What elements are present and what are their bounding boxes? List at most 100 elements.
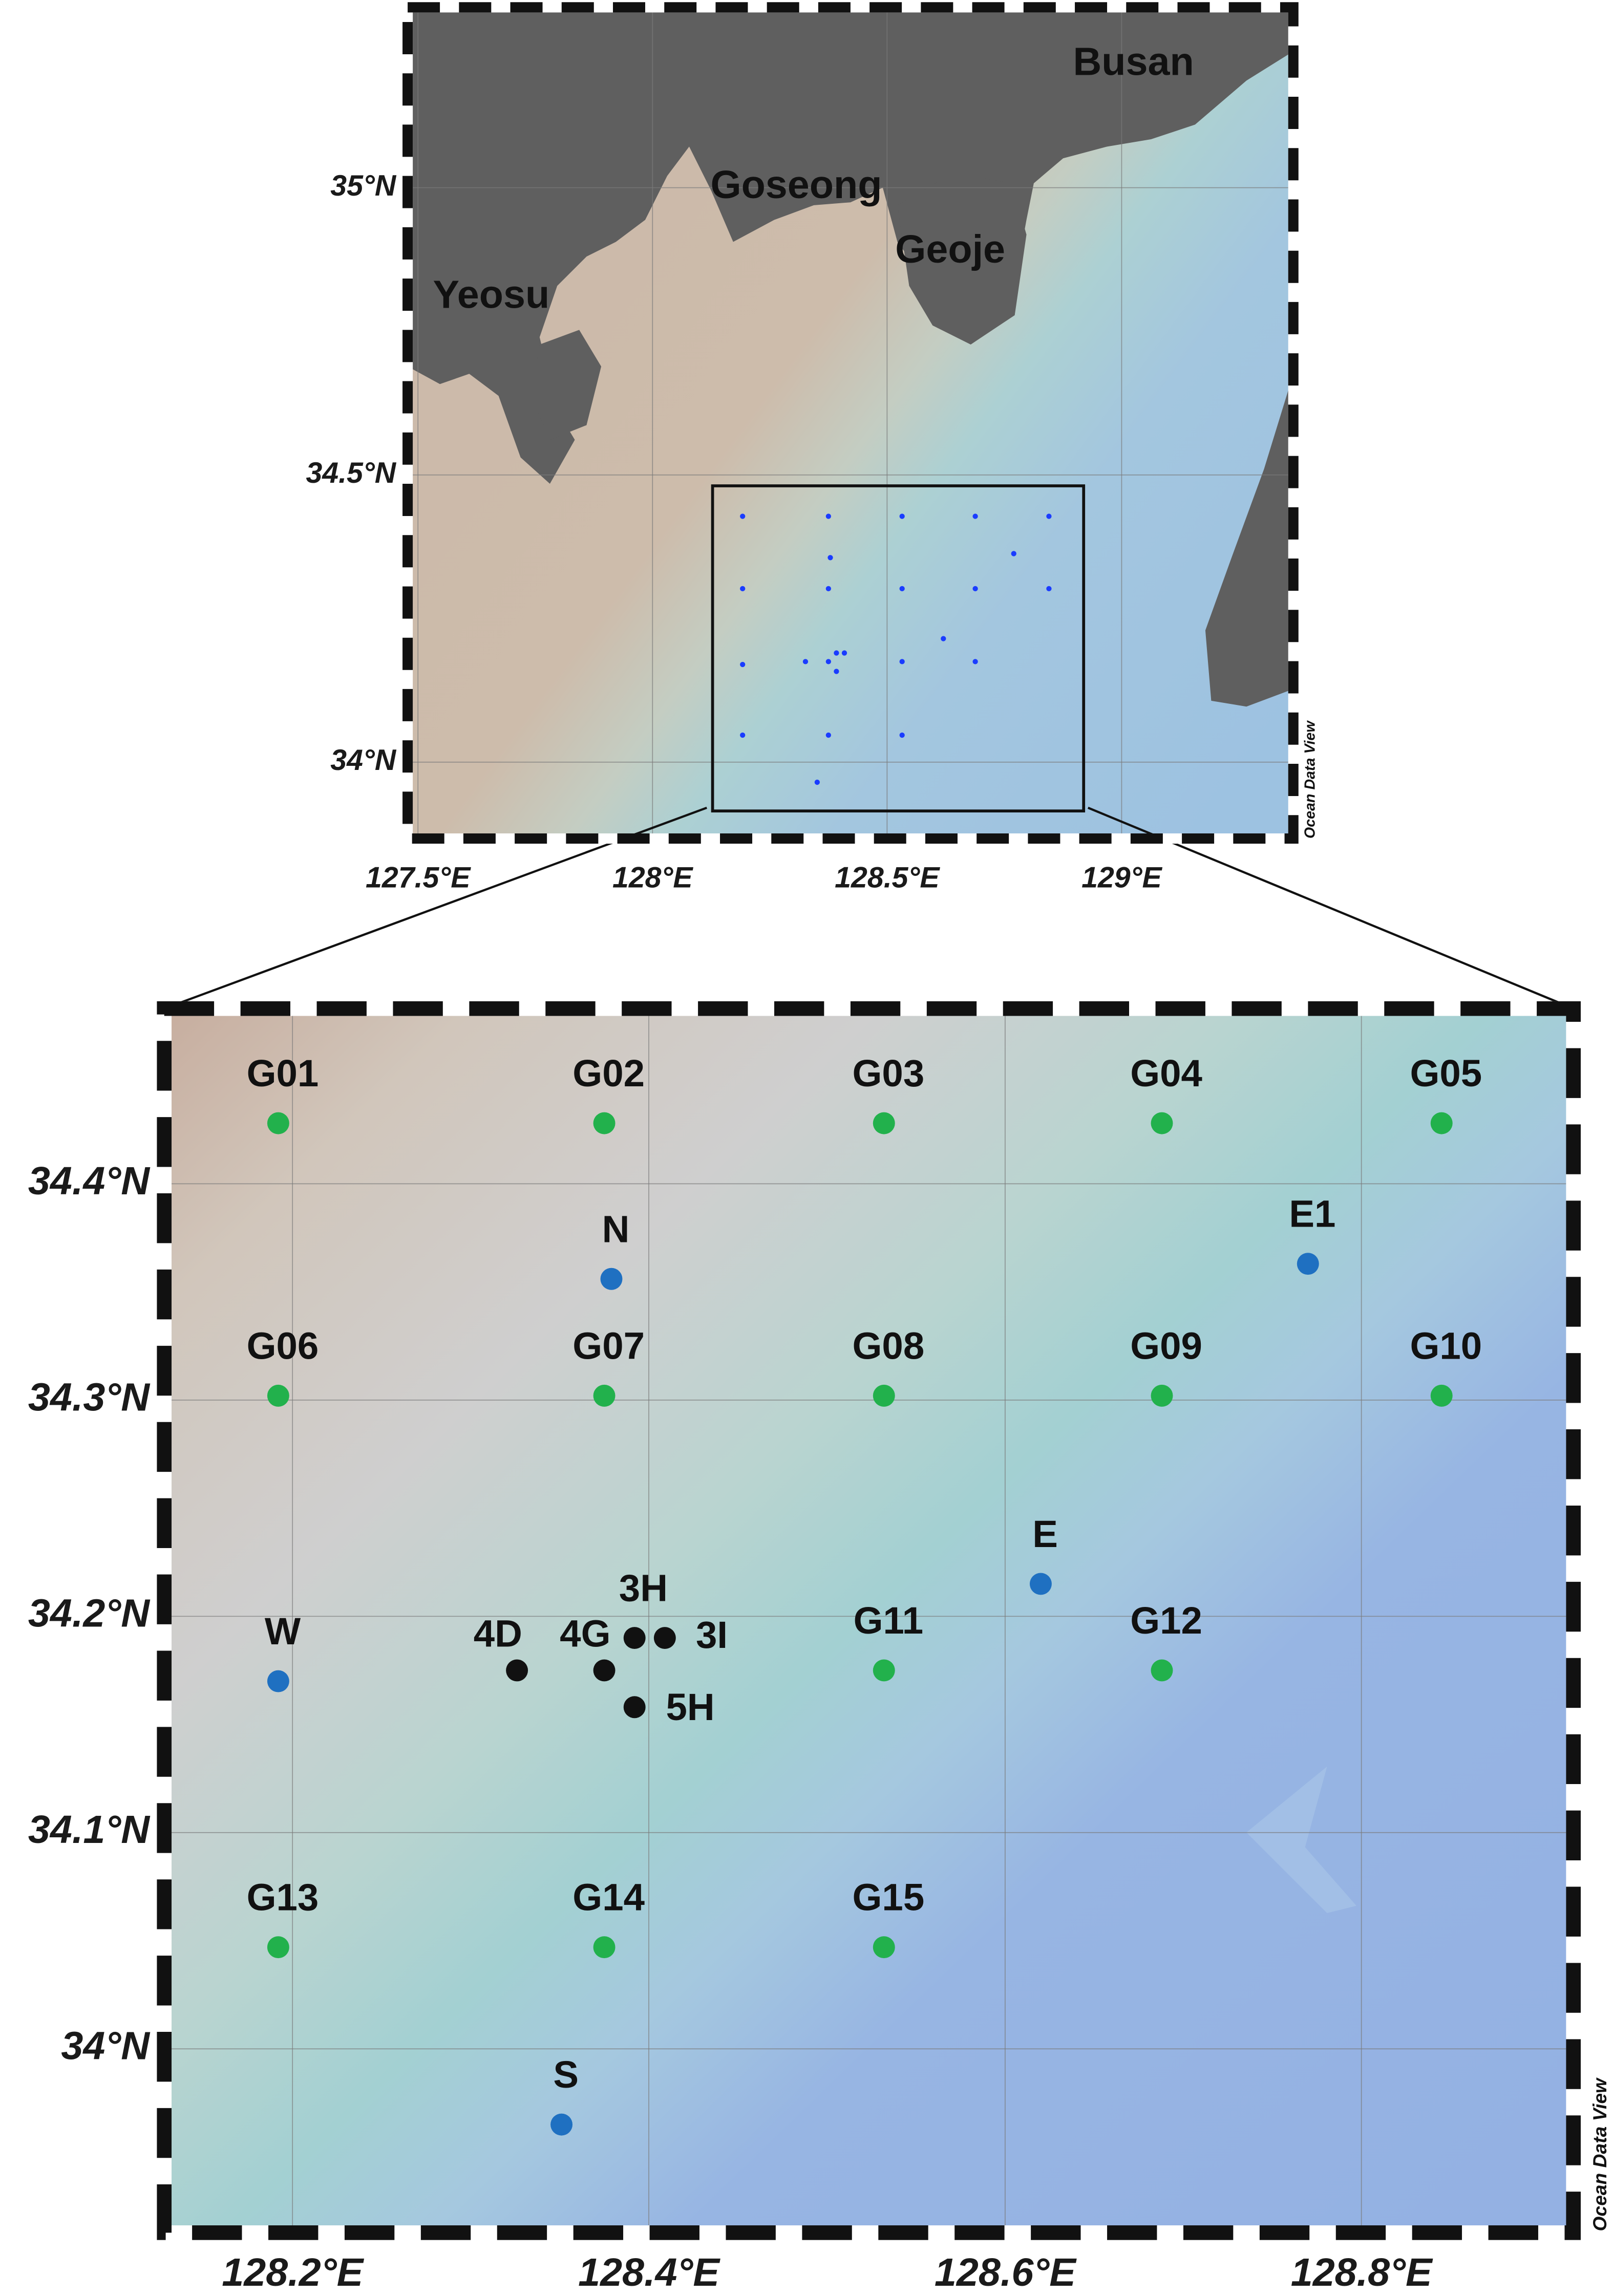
station-dot (825, 732, 832, 738)
place-name: Busan (1073, 39, 1194, 83)
station-label: G12 (1130, 1599, 1202, 1642)
overview-map: Ocean Data View Busan Goseong Geoje Yeosu (163, 2, 1574, 1010)
station-marker (873, 1112, 895, 1134)
station-marker (267, 1384, 289, 1407)
station-dot (841, 650, 847, 656)
station-dot (740, 732, 746, 738)
station-dot (899, 732, 905, 738)
x-tick-label: 128.6°E (935, 2250, 1077, 2293)
place-name: Geoje (895, 227, 1005, 271)
station-label: E1 (1289, 1193, 1335, 1235)
x-tick-label: 128.8°E (1291, 2250, 1433, 2293)
station-dot (740, 586, 746, 592)
station-marker (600, 1268, 623, 1290)
place-name: Yeosu (433, 273, 549, 317)
station-dot (825, 513, 832, 519)
station-label: G13 (247, 1876, 319, 1919)
mainland (408, 7, 1293, 484)
station-marker (550, 2113, 573, 2136)
detail-map: Ocean Data View G01 G02 G03 G04 G05 N E1 G06 G07… (157, 1001, 1610, 2240)
station-marker (506, 1659, 528, 1682)
station-marker (623, 1627, 646, 1649)
geoje (897, 173, 1027, 345)
frame (402, 2, 1299, 844)
station-label: 5H (666, 1686, 714, 1728)
station-marker (267, 1936, 289, 1959)
sea-background (164, 1008, 1574, 2233)
x-tick-label: 128.2°E (222, 2250, 364, 2293)
station-label: G14 (572, 1876, 645, 1919)
frame (157, 1001, 1581, 2240)
y-tick-label: 34.4°N (28, 1159, 151, 1203)
land (408, 7, 1293, 707)
x-tick-label: 128°E (612, 861, 693, 894)
tsushima (1205, 374, 1293, 707)
station-dot (972, 586, 978, 592)
station-marker (1151, 1112, 1173, 1134)
station-label: G05 (1410, 1052, 1482, 1095)
station-dot (802, 659, 809, 664)
station-dot (814, 779, 820, 785)
y-tick-label: 34°N (61, 2024, 151, 2068)
station-label: G15 (853, 1876, 925, 1919)
station-label: G01 (247, 1052, 319, 1095)
station-dot (825, 659, 832, 664)
station-marker (267, 1112, 289, 1134)
station-label: G10 (1410, 1324, 1482, 1367)
station-marker (1029, 1573, 1052, 1595)
station-label: G08 (853, 1324, 925, 1367)
station-marker (873, 1936, 895, 1959)
place-name: Goseong (710, 163, 882, 207)
station-dot (740, 661, 746, 668)
station-label: 3I (696, 1614, 728, 1656)
station-label: G02 (572, 1052, 645, 1095)
station-dot (827, 555, 833, 561)
station-label: G07 (572, 1324, 645, 1367)
y-tick-label: 34.1°N (28, 1808, 151, 1852)
station-dot (972, 659, 978, 664)
y-tick-label: 34.5°N (306, 457, 396, 489)
y-tick-label: 34.2°N (28, 1592, 151, 1636)
station-label: W (265, 1610, 301, 1653)
station-dot (1046, 586, 1052, 592)
y-tick-label: 34.3°N (28, 1375, 151, 1419)
station-dot (834, 650, 839, 656)
station-dot (972, 513, 978, 519)
y-tick-label: 35°N (330, 169, 397, 202)
y-tick-label: 34°N (330, 744, 397, 777)
x-tick-label: 128.5°E (835, 861, 940, 894)
station-marker (593, 1384, 616, 1407)
station-dot (825, 586, 832, 592)
station-marker (873, 1659, 895, 1682)
credit: Ocean Data View (1589, 2077, 1610, 2231)
station-dot (899, 513, 905, 519)
station-dot (1046, 513, 1052, 519)
station-label: 4D (474, 1613, 522, 1655)
station-marker (1297, 1253, 1319, 1275)
station-label: 3H (619, 1567, 668, 1610)
station-marker (653, 1627, 676, 1649)
station-marker (1430, 1112, 1453, 1134)
station-marker (873, 1384, 895, 1407)
namhae (530, 330, 602, 440)
station-marker (623, 1696, 646, 1719)
station-marker (593, 1936, 616, 1959)
x-tick-label: 129°E (1081, 861, 1162, 894)
station-dot (899, 586, 905, 592)
station-marker (267, 1670, 289, 1692)
x-tick-label: 127.5°E (366, 861, 471, 894)
x-tick-label: 128.4°E (578, 2250, 720, 2293)
credit: Ocean Data View (1302, 720, 1319, 839)
station-marker (1151, 1384, 1173, 1407)
station-dot (941, 636, 946, 641)
station-dot (1011, 551, 1016, 556)
bathymetry-patch (1246, 1766, 1356, 1914)
station-dot (740, 513, 746, 519)
station-label: G04 (1130, 1052, 1202, 1095)
station-label: G09 (1130, 1324, 1202, 1367)
study-area-box (711, 484, 1086, 813)
station-label: G06 (247, 1324, 319, 1367)
station-label: G11 (854, 1599, 924, 1642)
station-marker (1430, 1384, 1453, 1407)
